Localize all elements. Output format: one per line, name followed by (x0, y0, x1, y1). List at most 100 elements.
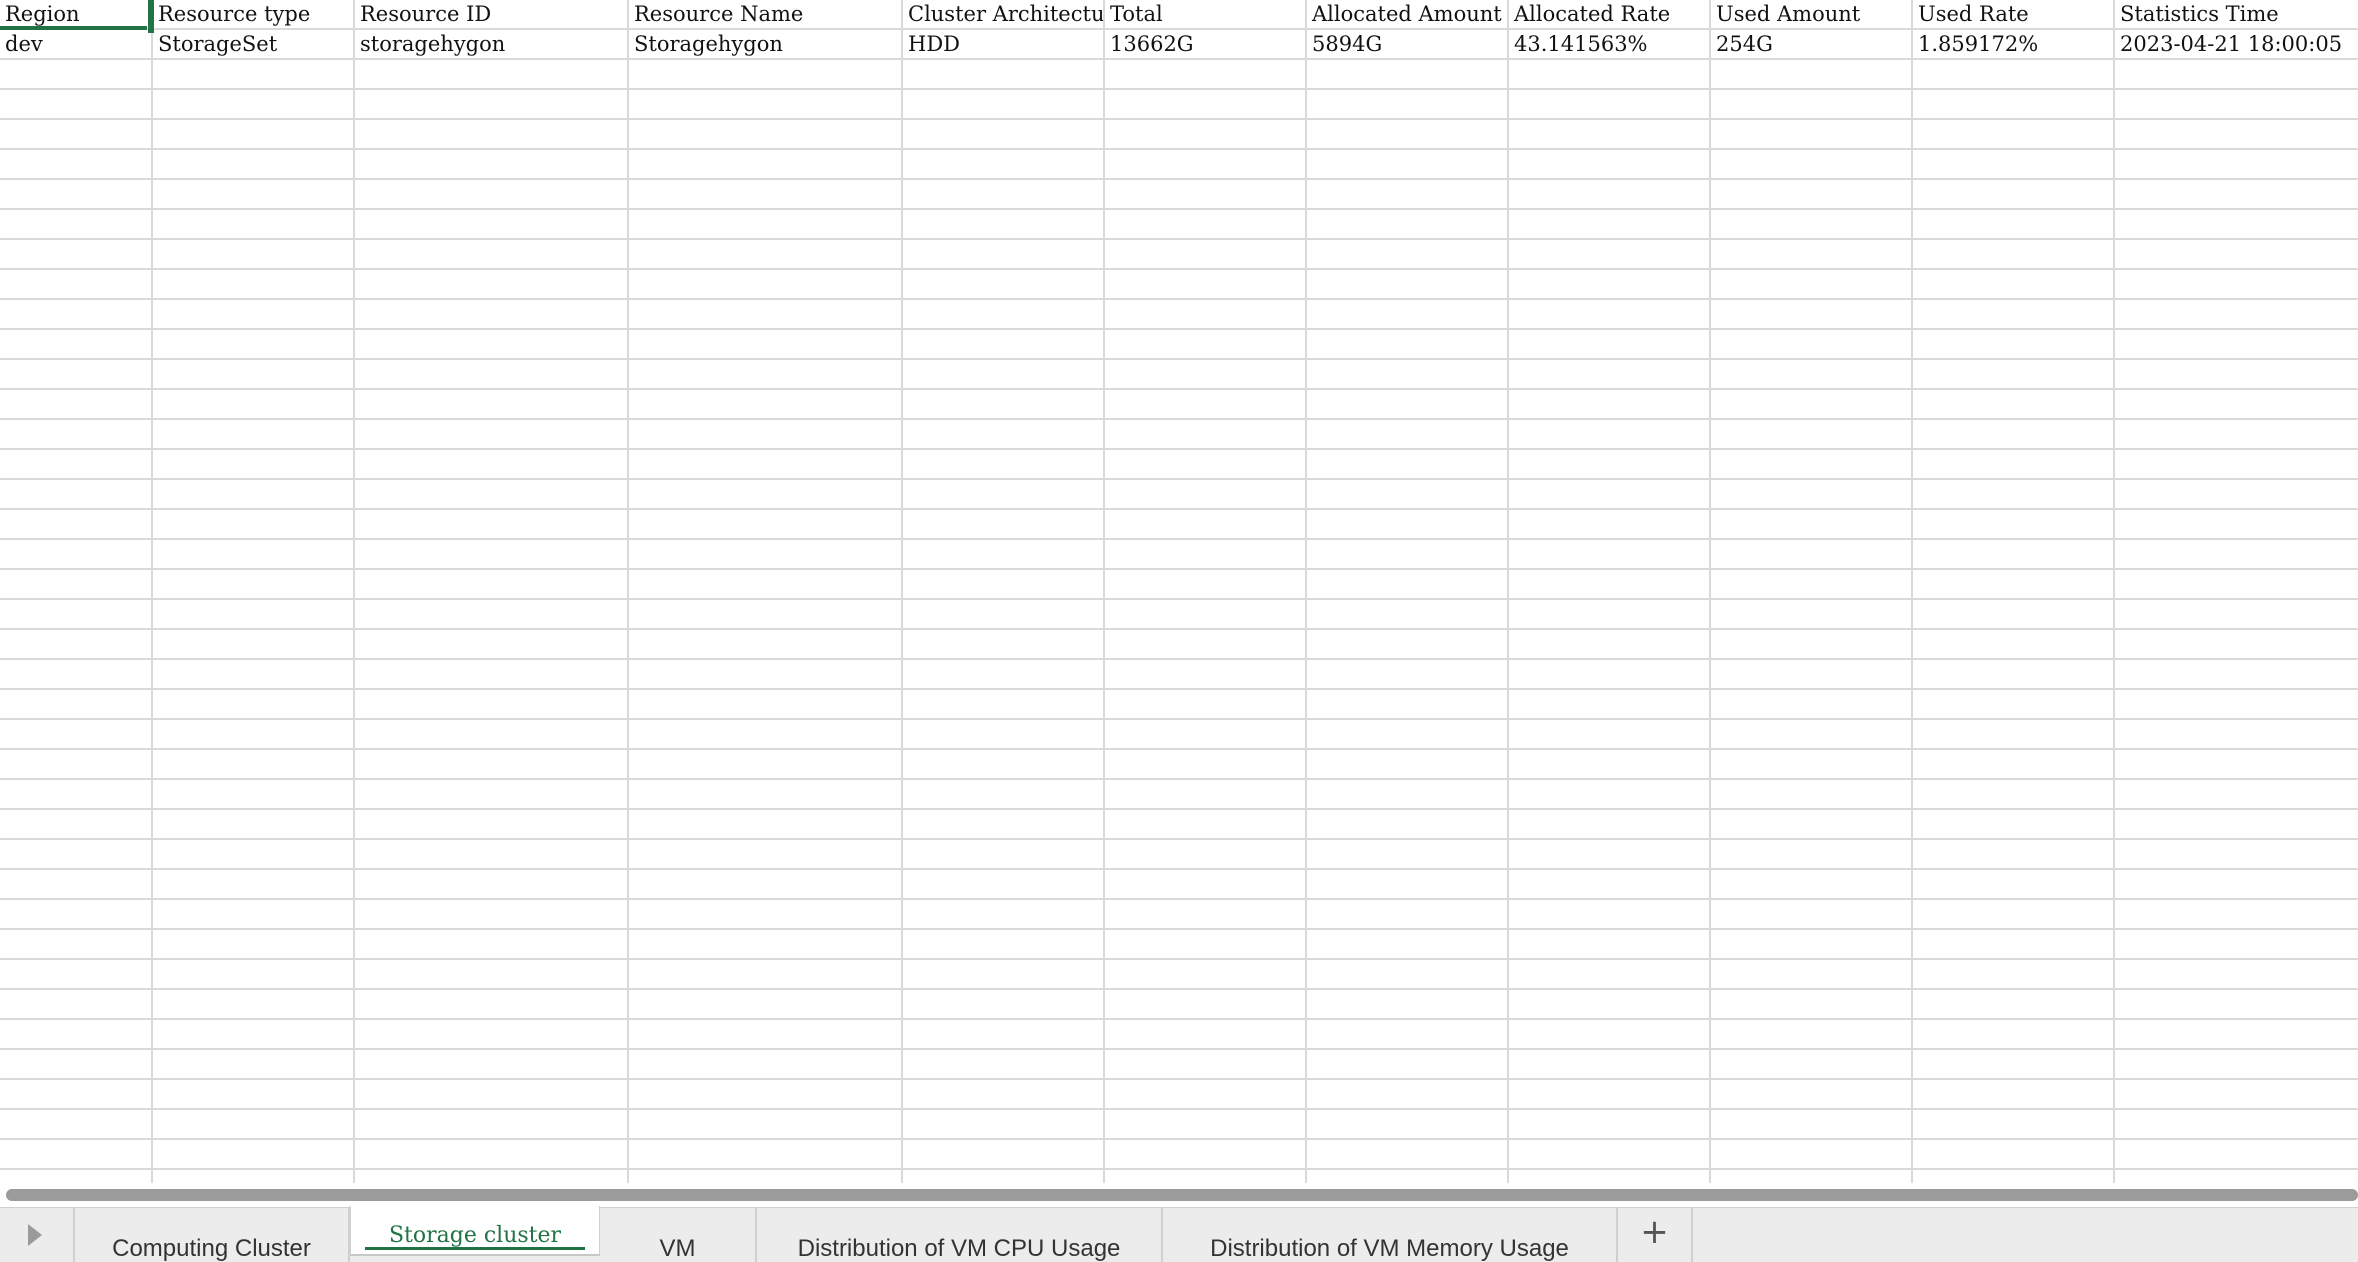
empty-cell-col-allocated-rate[interactable] (1509, 930, 1711, 960)
empty-cell-col-statistics-time[interactable] (2115, 180, 2358, 210)
empty-cell-col-region[interactable] (0, 780, 153, 810)
empty-cell-col-total[interactable] (1105, 600, 1307, 630)
empty-cell-col-total[interactable] (1105, 210, 1307, 240)
empty-cell-col-cluster-architecture[interactable] (903, 990, 1105, 1020)
data-cell-col-allocated-amount[interactable]: 5894G (1307, 30, 1509, 60)
empty-cell-col-statistics-time[interactable] (2115, 630, 2358, 660)
empty-cell-col-cluster-architecture[interactable] (903, 780, 1105, 810)
data-cell-col-resource-name[interactable]: Storagehygon (629, 30, 903, 60)
empty-cell-col-resource-id[interactable] (355, 390, 629, 420)
empty-cell-col-statistics-time[interactable] (2115, 510, 2358, 540)
empty-cell-col-cluster-architecture[interactable] (903, 660, 1105, 690)
empty-cell-col-resource-name[interactable] (629, 270, 903, 300)
empty-cell-col-used-amount[interactable] (1711, 840, 1913, 870)
empty-cell-col-used-amount[interactable] (1711, 510, 1913, 540)
empty-cell-col-cluster-architecture[interactable] (903, 1050, 1105, 1080)
empty-cell-col-resource-type[interactable] (153, 60, 355, 90)
empty-cell-col-cluster-architecture[interactable] (903, 510, 1105, 540)
empty-cell-col-used-amount[interactable] (1711, 90, 1913, 120)
empty-cell-col-statistics-time[interactable] (2115, 840, 2358, 870)
empty-cell-col-total[interactable] (1105, 990, 1307, 1020)
empty-cell-col-resource-name[interactable] (629, 480, 903, 510)
empty-cell-col-resource-id[interactable] (355, 1080, 629, 1110)
empty-cell-col-region[interactable] (0, 840, 153, 870)
empty-cell-col-resource-id[interactable] (355, 120, 629, 150)
empty-cell-col-region[interactable] (0, 450, 153, 480)
empty-cell-col-allocated-amount[interactable] (1307, 1050, 1509, 1080)
empty-cell-col-resource-type[interactable] (153, 1020, 355, 1050)
empty-cell-col-resource-type[interactable] (153, 300, 355, 330)
empty-cell-col-statistics-time[interactable] (2115, 810, 2358, 840)
empty-cell-col-resource-name[interactable] (629, 900, 903, 930)
empty-cell-col-resource-type[interactable] (153, 90, 355, 120)
empty-cell-col-resource-name[interactable] (629, 720, 903, 750)
empty-cell-col-allocated-rate[interactable] (1509, 510, 1711, 540)
empty-cell-col-statistics-time[interactable] (2115, 210, 2358, 240)
empty-cell-col-statistics-time[interactable] (2115, 570, 2358, 600)
empty-cell-col-used-rate[interactable] (1913, 570, 2115, 600)
empty-cell-col-total[interactable] (1105, 780, 1307, 810)
empty-cell-col-statistics-time[interactable] (2115, 870, 2358, 900)
empty-cell-col-used-rate[interactable] (1913, 870, 2115, 900)
empty-cell-col-resource-id[interactable] (355, 1050, 629, 1080)
empty-cell-col-total[interactable] (1105, 120, 1307, 150)
empty-cell-col-resource-name[interactable] (629, 990, 903, 1020)
empty-cell-col-used-amount[interactable] (1711, 120, 1913, 150)
empty-cell-col-used-rate[interactable] (1913, 60, 2115, 90)
empty-cell-col-resource-id[interactable] (355, 720, 629, 750)
empty-cell-col-resource-name[interactable] (629, 300, 903, 330)
empty-cell-col-region[interactable] (0, 1170, 153, 1190)
empty-cell-col-allocated-amount[interactable] (1307, 810, 1509, 840)
empty-cell-col-cluster-architecture[interactable] (903, 450, 1105, 480)
empty-cell-col-cluster-architecture[interactable] (903, 360, 1105, 390)
empty-cell-col-allocated-amount[interactable] (1307, 120, 1509, 150)
empty-cell-col-total[interactable] (1105, 870, 1307, 900)
empty-cell-col-used-rate[interactable] (1913, 900, 2115, 930)
empty-cell-col-region[interactable] (0, 810, 153, 840)
empty-cell-col-total[interactable] (1105, 570, 1307, 600)
empty-cell-col-statistics-time[interactable] (2115, 1050, 2358, 1080)
empty-cell-col-total[interactable] (1105, 630, 1307, 660)
empty-cell-col-resource-name[interactable] (629, 1050, 903, 1080)
empty-cell-col-cluster-architecture[interactable] (903, 300, 1105, 330)
empty-cell-col-region[interactable] (0, 90, 153, 120)
empty-cell-col-resource-type[interactable] (153, 420, 355, 450)
empty-cell-col-total[interactable] (1105, 420, 1307, 450)
empty-cell-col-used-amount[interactable] (1711, 480, 1913, 510)
empty-cell-col-used-rate[interactable] (1913, 270, 2115, 300)
empty-cell-col-used-amount[interactable] (1711, 300, 1913, 330)
empty-cell-col-allocated-amount[interactable] (1307, 90, 1509, 120)
empty-cell-col-used-rate[interactable] (1913, 1050, 2115, 1080)
empty-cell-col-used-amount[interactable] (1711, 1170, 1913, 1190)
empty-cell-col-statistics-time[interactable] (2115, 780, 2358, 810)
horizontal-scrollbar-thumb[interactable] (6, 1189, 2358, 1201)
empty-cell-col-cluster-architecture[interactable] (903, 870, 1105, 900)
empty-cell-col-total[interactable] (1105, 930, 1307, 960)
empty-cell-col-allocated-rate[interactable] (1509, 120, 1711, 150)
empty-cell-col-total[interactable] (1105, 690, 1307, 720)
empty-cell-col-region[interactable] (0, 1020, 153, 1050)
empty-cell-col-resource-type[interactable] (153, 120, 355, 150)
empty-cell-col-allocated-amount[interactable] (1307, 150, 1509, 180)
empty-cell-col-resource-type[interactable] (153, 840, 355, 870)
empty-cell-col-statistics-time[interactable] (2115, 390, 2358, 420)
empty-cell-col-region[interactable] (0, 330, 153, 360)
empty-cell-col-resource-id[interactable] (355, 870, 629, 900)
empty-cell-col-cluster-architecture[interactable] (903, 810, 1105, 840)
fill-handle[interactable] (148, 0, 154, 33)
empty-cell-col-used-amount[interactable] (1711, 1140, 1913, 1170)
empty-cell-col-resource-name[interactable] (629, 360, 903, 390)
empty-cell-col-used-rate[interactable] (1913, 840, 2115, 870)
empty-cell-col-resource-type[interactable] (153, 900, 355, 930)
empty-cell-col-total[interactable] (1105, 390, 1307, 420)
empty-cell-col-resource-name[interactable] (629, 240, 903, 270)
empty-cell-col-allocated-amount[interactable] (1307, 960, 1509, 990)
empty-cell-col-region[interactable] (0, 60, 153, 90)
data-cell-col-statistics-time[interactable]: 2023-04-21 18:00:05 (2115, 30, 2358, 60)
header-cell-col-resource-name[interactable]: Resource Name (629, 0, 903, 30)
empty-cell-col-allocated-rate[interactable] (1509, 90, 1711, 120)
empty-cell-col-resource-type[interactable] (153, 480, 355, 510)
empty-cell-col-resource-type[interactable] (153, 1170, 355, 1190)
empty-cell-col-cluster-architecture[interactable] (903, 630, 1105, 660)
empty-cell-col-region[interactable] (0, 570, 153, 600)
